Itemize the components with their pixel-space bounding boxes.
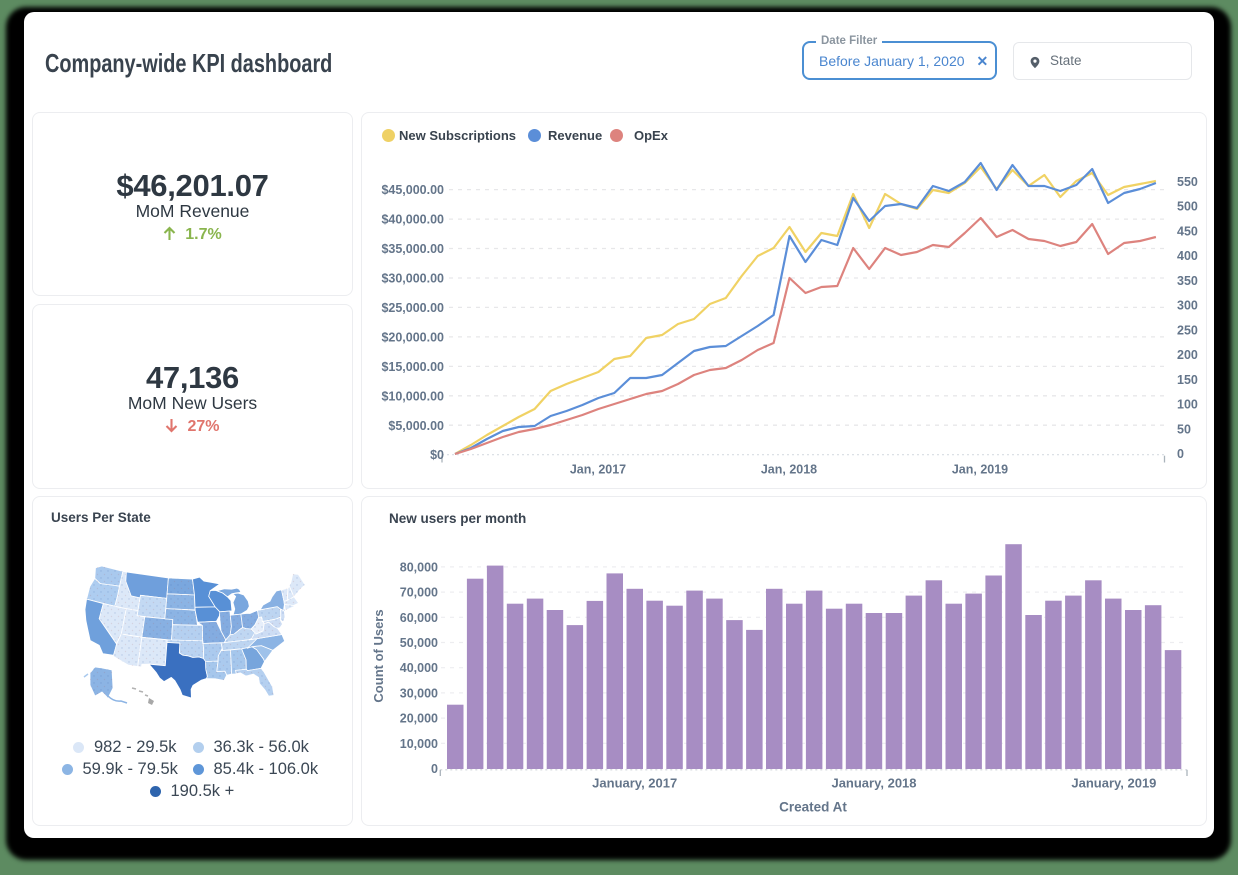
svg-text:70,000: 70,000: [400, 586, 438, 600]
svg-text:30,000: 30,000: [400, 686, 438, 700]
svg-text:January, 2018: January, 2018: [831, 776, 916, 791]
svg-text:10,000: 10,000: [400, 737, 438, 751]
svg-text:40,000: 40,000: [400, 661, 438, 675]
svg-text:Jan, 2017: Jan, 2017: [570, 463, 626, 477]
svg-text:$35,000.00: $35,000.00: [381, 242, 444, 256]
svg-text:$10,000.00: $10,000.00: [381, 389, 444, 403]
svg-text:200: 200: [1177, 348, 1198, 362]
svg-text:250: 250: [1177, 323, 1198, 337]
svg-text:50,000: 50,000: [400, 636, 438, 650]
svg-text:January, 2017: January, 2017: [592, 776, 677, 791]
svg-text:20,000: 20,000: [400, 712, 438, 726]
svg-text:100: 100: [1177, 398, 1198, 412]
svg-text:$45,000.00: $45,000.00: [381, 183, 444, 197]
svg-text:Count of Users: Count of Users: [371, 609, 386, 702]
svg-text:January, 2019: January, 2019: [1071, 776, 1156, 791]
svg-text:400: 400: [1177, 249, 1198, 263]
svg-text:80,000: 80,000: [400, 560, 438, 574]
svg-text:Created At: Created At: [779, 800, 847, 815]
svg-text:$30,000.00: $30,000.00: [381, 272, 444, 286]
svg-text:50: 50: [1177, 422, 1191, 436]
svg-text:$15,000.00: $15,000.00: [381, 360, 444, 374]
svg-text:450: 450: [1177, 224, 1198, 238]
svg-text:550: 550: [1177, 175, 1198, 189]
svg-text:300: 300: [1177, 299, 1198, 313]
svg-text:0: 0: [1177, 447, 1184, 461]
svg-text:$0: $0: [430, 448, 444, 462]
svg-text:$25,000.00: $25,000.00: [381, 301, 444, 315]
svg-text:150: 150: [1177, 373, 1198, 387]
svg-text:500: 500: [1177, 200, 1198, 214]
svg-text:Jan, 2018: Jan, 2018: [761, 463, 817, 477]
svg-text:0: 0: [431, 762, 438, 776]
svg-text:$20,000.00: $20,000.00: [381, 330, 444, 344]
svg-text:$5,000.00: $5,000.00: [388, 419, 444, 433]
svg-text:Jan, 2019: Jan, 2019: [952, 463, 1008, 477]
svg-text:350: 350: [1177, 274, 1198, 288]
svg-text:60,000: 60,000: [400, 611, 438, 625]
svg-text:$40,000.00: $40,000.00: [381, 213, 444, 227]
